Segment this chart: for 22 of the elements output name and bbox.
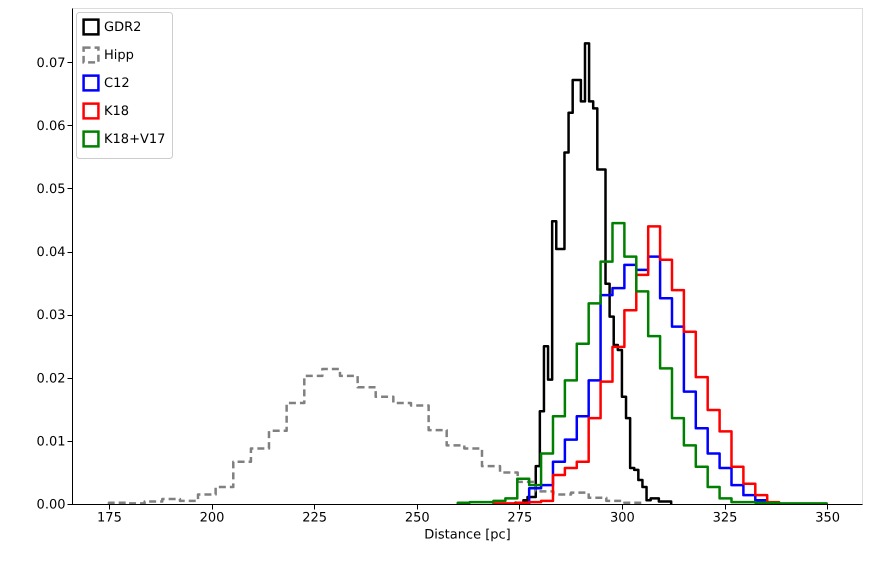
x-tick-label: 200 bbox=[200, 510, 224, 526]
legend-label: Hipp bbox=[104, 48, 134, 63]
y-tick-label: 0.03 bbox=[36, 308, 66, 324]
x-tick-label: 175 bbox=[97, 510, 122, 526]
x-tick-label: 300 bbox=[610, 510, 635, 526]
x-axis-title: Distance [pc] bbox=[424, 528, 511, 542]
x-tick-label: 350 bbox=[815, 510, 840, 526]
x-tick-label: 275 bbox=[507, 510, 532, 526]
y-tick-label: 0.06 bbox=[36, 118, 66, 134]
y-tick-label: 0.02 bbox=[36, 371, 66, 386]
y-tick-label: 0.01 bbox=[36, 434, 66, 450]
y-tick-label: 0.00 bbox=[36, 498, 66, 512]
x-tick-label: 325 bbox=[712, 510, 738, 526]
y-tick-label: 0.04 bbox=[36, 245, 66, 260]
legend-label: GDR2 bbox=[104, 20, 142, 35]
legend-label: C12 bbox=[104, 76, 130, 91]
legend-label: K18+V17 bbox=[104, 132, 166, 147]
x-tick-label: 250 bbox=[404, 510, 430, 526]
y-tick-label: 0.07 bbox=[36, 56, 66, 71]
legend-label: K18 bbox=[104, 104, 130, 119]
x-tick-label: 225 bbox=[302, 510, 328, 526]
y-tick-label: 0.05 bbox=[36, 182, 66, 197]
